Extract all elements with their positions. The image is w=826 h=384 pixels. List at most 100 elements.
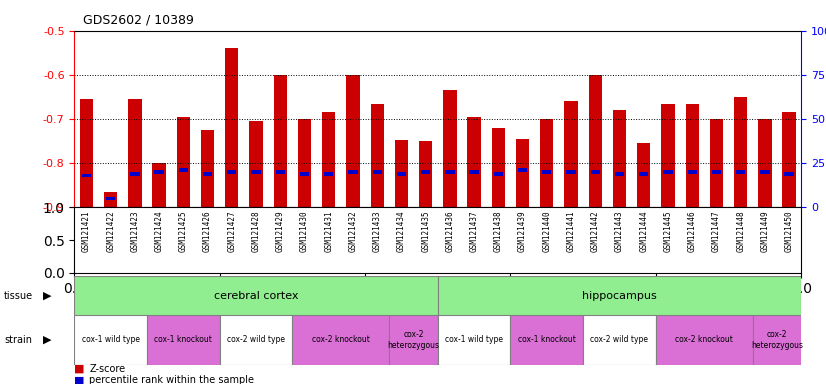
Bar: [324, 172, 334, 175]
Bar: [785, 172, 794, 175]
Text: GSM121445: GSM121445: [663, 210, 672, 252]
Bar: [273, 75, 287, 207]
Text: GSM121442: GSM121442: [591, 210, 600, 252]
Bar: [177, 117, 190, 207]
Bar: [300, 172, 309, 175]
Bar: [154, 170, 164, 174]
Bar: [444, 90, 457, 207]
Bar: [225, 48, 239, 207]
Bar: [662, 104, 675, 207]
Text: cox-1 wild type: cox-1 wild type: [82, 335, 140, 344]
Text: GSM121423: GSM121423: [131, 210, 140, 252]
Text: GSM121439: GSM121439: [518, 210, 527, 252]
Bar: [178, 169, 188, 172]
Bar: [516, 139, 529, 207]
Bar: [686, 104, 699, 207]
Bar: [687, 170, 697, 174]
Bar: [131, 172, 140, 175]
Text: percentile rank within the sample: percentile rank within the sample: [89, 375, 254, 384]
Bar: [760, 170, 770, 174]
Bar: [445, 170, 454, 174]
Text: ▶: ▶: [43, 335, 51, 345]
Text: GSM121435: GSM121435: [421, 210, 430, 252]
Text: GSM121424: GSM121424: [154, 210, 164, 252]
Text: GSM121428: GSM121428: [252, 210, 260, 252]
Text: GSM121440: GSM121440: [543, 210, 551, 252]
Bar: [153, 163, 166, 207]
Text: GSM121438: GSM121438: [494, 210, 503, 252]
Bar: [389, 315, 438, 365]
Bar: [104, 192, 117, 207]
Bar: [298, 119, 311, 207]
Bar: [510, 315, 583, 365]
Bar: [349, 170, 358, 174]
Text: GSM121446: GSM121446: [688, 210, 696, 252]
Bar: [752, 315, 801, 365]
Bar: [74, 315, 147, 365]
Text: cox-2 knockout: cox-2 knockout: [676, 335, 733, 344]
Text: tissue: tissue: [4, 291, 33, 301]
Bar: [639, 172, 648, 175]
Text: GSM121427: GSM121427: [227, 210, 236, 252]
Text: GSM121436: GSM121436: [445, 210, 454, 252]
Bar: [782, 113, 795, 207]
Text: ▶: ▶: [43, 291, 51, 301]
Bar: [395, 140, 408, 207]
Text: GSM121441: GSM121441: [567, 210, 576, 252]
Text: cox-2 wild type: cox-2 wild type: [227, 335, 285, 344]
Bar: [249, 121, 263, 207]
Text: cerebral cortex: cerebral cortex: [214, 291, 298, 301]
Bar: [396, 172, 406, 175]
Bar: [491, 128, 505, 207]
Bar: [80, 99, 93, 207]
Text: ■: ■: [74, 364, 85, 374]
Bar: [421, 170, 430, 174]
Bar: [615, 172, 624, 175]
Text: cox-1 knockout: cox-1 knockout: [518, 335, 576, 344]
Bar: [201, 130, 214, 207]
Text: cox-1 knockout: cox-1 knockout: [154, 335, 212, 344]
Text: GSM121422: GSM121422: [107, 210, 115, 252]
Bar: [438, 276, 801, 315]
Text: GSM121447: GSM121447: [712, 210, 721, 252]
Text: GSM121426: GSM121426: [203, 210, 212, 252]
Text: cox-2 knockout: cox-2 knockout: [312, 335, 370, 344]
Bar: [712, 170, 721, 174]
Bar: [591, 170, 600, 174]
Text: GSM121444: GSM121444: [639, 210, 648, 252]
Bar: [74, 276, 438, 315]
Bar: [251, 170, 261, 174]
Text: cox-2
heterozygous: cox-2 heterozygous: [751, 330, 803, 349]
Text: hippocampus: hippocampus: [582, 291, 657, 301]
Text: GSM121437: GSM121437: [470, 210, 478, 252]
Bar: [438, 315, 510, 365]
Bar: [663, 170, 672, 174]
Bar: [613, 110, 626, 207]
Bar: [540, 119, 553, 207]
Bar: [227, 170, 236, 174]
Text: GSM121450: GSM121450: [785, 210, 794, 252]
Bar: [656, 315, 752, 365]
Text: GSM121432: GSM121432: [349, 210, 358, 252]
Bar: [220, 315, 292, 365]
Text: GSM121430: GSM121430: [300, 210, 309, 252]
Bar: [542, 170, 552, 174]
Bar: [736, 170, 745, 174]
Text: GSM121448: GSM121448: [736, 210, 745, 252]
Text: GSM121449: GSM121449: [761, 210, 769, 252]
Bar: [276, 170, 285, 174]
Text: cox-1 wild type: cox-1 wild type: [445, 335, 503, 344]
Text: GSM121429: GSM121429: [276, 210, 285, 252]
Text: strain: strain: [4, 335, 32, 345]
Bar: [734, 97, 748, 207]
Bar: [494, 172, 503, 175]
Text: GSM121431: GSM121431: [325, 210, 333, 252]
Bar: [758, 119, 771, 207]
Bar: [128, 99, 141, 207]
Text: GSM121433: GSM121433: [373, 210, 382, 252]
Text: GSM121425: GSM121425: [179, 210, 188, 252]
Bar: [564, 101, 577, 207]
Text: GSM121434: GSM121434: [397, 210, 406, 252]
Bar: [567, 170, 576, 174]
Bar: [292, 315, 389, 365]
